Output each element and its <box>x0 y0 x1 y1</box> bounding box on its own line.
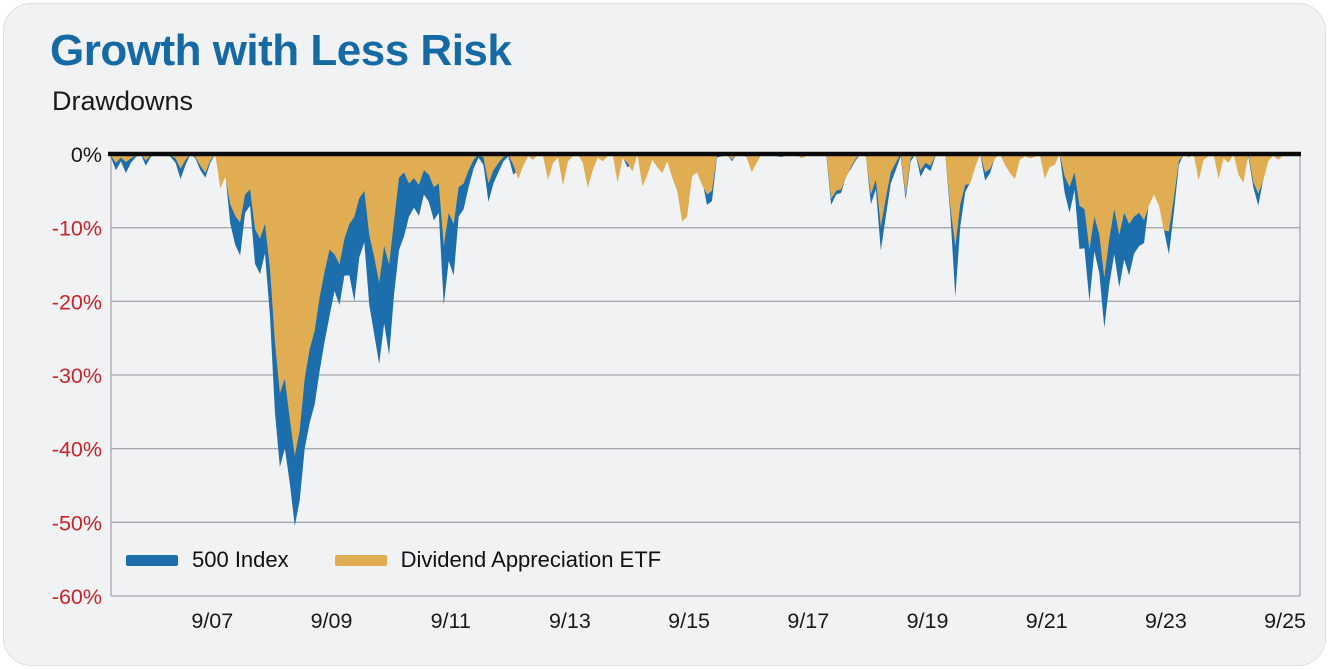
x-axis-label: 9/17 <box>787 609 829 633</box>
area-dividend-appreciation-etf <box>111 154 1284 457</box>
y-axis-label: -50% <box>52 511 102 535</box>
dividend-etf-swatch <box>334 554 387 566</box>
page-subtitle: Drawdowns <box>52 86 194 116</box>
x-axis-label: 9/23 <box>1145 609 1187 633</box>
dividend-etf-label: Dividend Appreciation ETF <box>400 547 662 572</box>
chart-legend: 500 Index Dividend Appreciation ETF <box>126 547 661 573</box>
drawdown-chart: 0% -10% -20% -30% -40% -50% -60% 9/07 9/09 9/11 9/… <box>52 143 1306 633</box>
y-axis-label: 0% <box>71 143 102 167</box>
500-index-swatch <box>126 554 178 566</box>
x-axis-label: 9/15 <box>668 609 710 633</box>
page-title: Growth with Less Risk <box>50 26 512 75</box>
y-axis-label: -10% <box>52 217 102 241</box>
x-axis-label: 9/21 <box>1026 609 1068 633</box>
y-axis-label: -40% <box>52 438 102 462</box>
y-axis-label: -30% <box>52 364 102 388</box>
legend-item-dividend-etf: Dividend Appreciation ETF <box>334 547 662 573</box>
x-axis-label: 9/11 <box>431 609 471 633</box>
x-axis-label: 9/25 <box>1264 609 1306 633</box>
x-axis-label: 9/09 <box>311 609 353 633</box>
500-index-label: 500 Index <box>192 547 289 572</box>
legend-item-500-index: 500 Index <box>126 547 289 573</box>
x-axis-label: 9/13 <box>549 609 591 633</box>
y-axis-label: -60% <box>52 585 102 609</box>
y-axis-label: -20% <box>52 290 102 314</box>
chart-card: Growth with Less Risk Drawdowns 0% -10% -2… <box>3 3 1326 666</box>
x-axis-label: 9/19 <box>907 609 949 633</box>
x-axis-label: 9/07 <box>191 609 233 633</box>
